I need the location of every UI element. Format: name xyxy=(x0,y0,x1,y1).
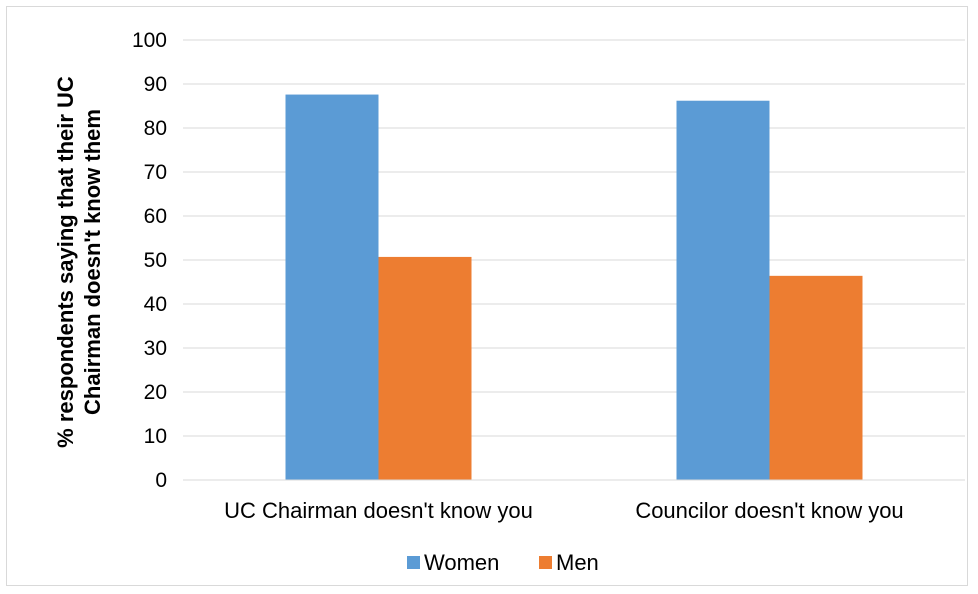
y-tick-label: 80 xyxy=(144,117,167,140)
y-tick-label: 30 xyxy=(144,337,167,360)
bar-women-1 xyxy=(676,100,770,480)
legend-label-men: Men xyxy=(556,550,599,575)
bars xyxy=(285,94,863,480)
x-category-label: Councilor doesn't know you xyxy=(635,498,903,523)
y-tick-label: 20 xyxy=(144,381,167,404)
bar-men-1 xyxy=(769,275,863,480)
y-tick-label: 50 xyxy=(144,249,167,272)
legend-swatch-women xyxy=(407,556,420,569)
x-axis-categories: UC Chairman doesn't know you Councilor do… xyxy=(224,498,904,523)
y-tick-label: 10 xyxy=(144,425,167,448)
y-tick-label: 40 xyxy=(144,293,167,316)
y-tick-label: 70 xyxy=(144,161,167,184)
legend: Women Men xyxy=(407,550,599,575)
y-tick-label: 100 xyxy=(132,29,167,52)
y-axis-ticks: 0 10 20 30 40 50 60 70 80 90 100 xyxy=(132,29,167,492)
y-tick-label: 60 xyxy=(144,205,167,228)
y-axis-label-line: % respondents saying that their UC xyxy=(53,76,78,448)
x-category-label: UC Chairman doesn't know you xyxy=(224,498,533,523)
bar-women-0 xyxy=(285,94,379,480)
legend-swatch-men xyxy=(539,556,552,569)
bar-men-0 xyxy=(378,256,472,480)
y-axis-label-line: Chairman doesn't know them xyxy=(80,109,105,415)
legend-label-women: Women xyxy=(424,550,499,575)
y-axis-label: % respondents saying that their UCChairm… xyxy=(53,76,105,448)
y-tick-label: 0 xyxy=(155,469,167,492)
y-tick-label: 90 xyxy=(144,73,167,96)
